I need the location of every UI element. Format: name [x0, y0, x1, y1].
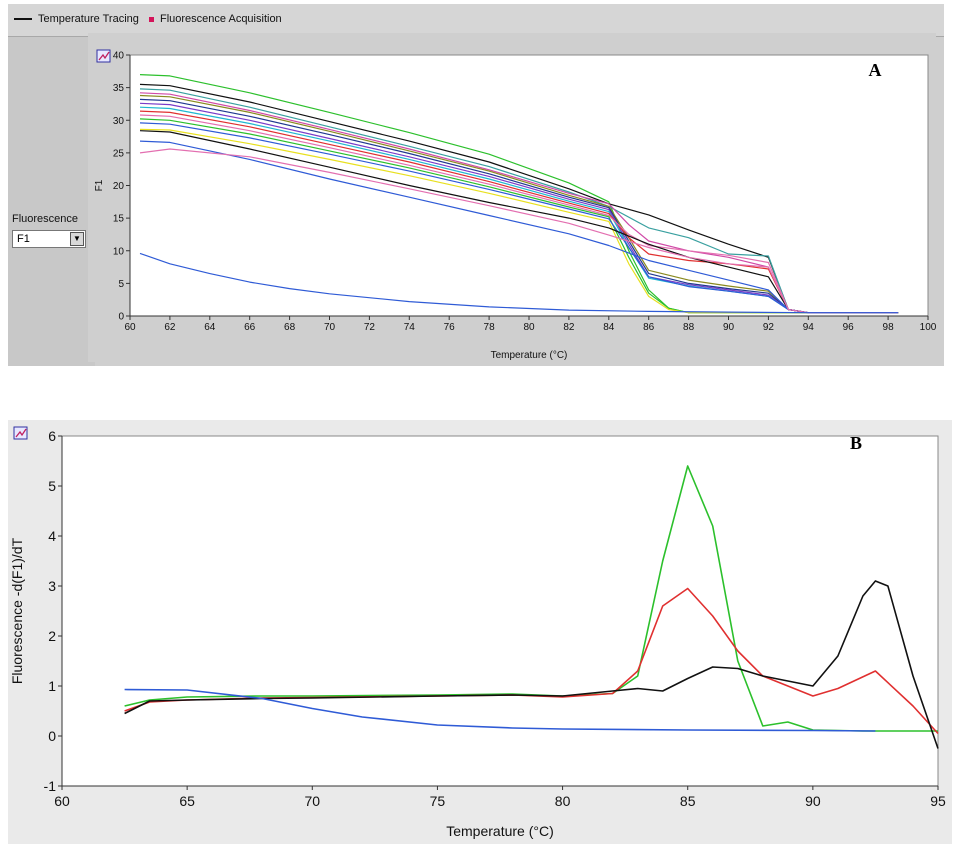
series-line-blue-2 — [139, 140, 899, 314]
dot-swatch-icon — [149, 16, 154, 22]
x-tick-label: 78 — [484, 322, 496, 333]
x-axis-label: Temperature (°C) — [446, 823, 554, 839]
plot-label: A — [869, 60, 882, 80]
legend-item-fluorescence-acquisition[interactable]: Fluorescence Acquisition — [149, 13, 282, 25]
x-tick-label: 82 — [563, 322, 575, 333]
series-line-black — [124, 580, 939, 749]
series-line-blue-baseline — [139, 252, 899, 314]
x-tick-label: 60 — [54, 793, 70, 809]
x-tick-label: 80 — [555, 793, 571, 809]
y-tick-label: 1 — [48, 678, 56, 694]
fluorescence-select-value: F1 — [17, 233, 30, 245]
fluorescence-select[interactable]: F1 ▼ — [12, 230, 86, 248]
x-tick-label: 90 — [723, 322, 735, 333]
x-tick-label: 74 — [404, 322, 416, 333]
legend-label-fluorescence-acquisition: Fluorescence Acquisition — [160, 13, 282, 25]
y-tick-label: -1 — [44, 778, 57, 794]
zoom-icon-graph — [15, 428, 27, 438]
x-tick-label: 90 — [805, 793, 821, 809]
legend-item-temperature-tracing[interactable]: Temperature Tracing — [14, 13, 139, 25]
x-tick-label: 64 — [204, 322, 216, 333]
y-tick-label: 15 — [113, 214, 125, 225]
x-tick-label: 98 — [883, 322, 895, 333]
x-tick-label: 72 — [364, 322, 376, 333]
series-line-black-2 — [139, 130, 899, 314]
y-tick-label: 5 — [48, 478, 56, 494]
x-tick-label: 88 — [683, 322, 695, 333]
x-axis-label: Temperature (°C) — [491, 350, 568, 361]
x-tick-label: 65 — [179, 793, 195, 809]
x-tick-label: 100 — [920, 322, 936, 333]
y-axis-label: F1 — [94, 179, 105, 191]
y-tick-label: 0 — [48, 728, 56, 744]
x-tick-label: 80 — [523, 322, 535, 333]
y-tick-label: 10 — [113, 246, 125, 257]
x-tick-label: 95 — [930, 793, 946, 809]
line-swatch-icon — [14, 18, 32, 21]
fluorescence-label: Fluorescence — [12, 213, 79, 225]
series-line-blue-1 — [139, 122, 899, 314]
x-tick-label: 84 — [603, 322, 615, 333]
plot-area — [61, 435, 939, 787]
chart-b: 60 65 70 75 80 85 90 95 -1 0 1 2 3 4 5 6 Temperature (°C… — [8, 420, 952, 844]
y-tick-label: 25 — [113, 148, 125, 159]
x-tick-label: 70 — [304, 793, 320, 809]
x-tick-label: 62 — [164, 322, 176, 333]
y-tick-label: 40 — [113, 51, 125, 62]
legend-label-temperature-tracing: Temperature Tracing — [38, 13, 139, 25]
series-line-green — [124, 465, 938, 732]
y-tick-label: 3 — [48, 578, 56, 594]
y-tick-label: 6 — [48, 428, 56, 444]
y-axis-label: Fluorescence -d(F1)/dT — [9, 537, 25, 684]
x-tick-label: 76 — [444, 322, 456, 333]
x-tick-label: 85 — [680, 793, 696, 809]
plot-label: B — [850, 433, 862, 453]
left-side-panel: Fluorescence F1 ▼ — [8, 37, 95, 366]
x-tick-label: 60 — [124, 322, 136, 333]
zoom-icon-graph — [98, 51, 110, 61]
x-tick-label: 68 — [284, 322, 296, 333]
y-tick-label: 0 — [118, 312, 124, 323]
series-line-blue — [124, 688, 876, 732]
series-line-pink-2 — [139, 148, 899, 314]
chart-a: 60 62 64 66 68 70 72 74 76 78 80 82 84 86 88 90 92 94 96 98… — [88, 33, 936, 362]
x-tick-label: 92 — [763, 322, 775, 333]
zoom-icon[interactable] — [13, 426, 28, 440]
y-tick-label: 20 — [113, 181, 125, 192]
y-tick-label: 2 — [48, 628, 56, 644]
x-tick-label: 86 — [643, 322, 655, 333]
y-tick-label: 35 — [113, 83, 125, 94]
y-tick-label: 4 — [48, 528, 56, 544]
series-line-pink-1 — [139, 114, 899, 314]
dropdown-arrow-icon[interactable]: ▼ — [70, 232, 84, 246]
zoom-icon[interactable] — [96, 49, 111, 63]
x-tick-label: 75 — [430, 793, 446, 809]
x-tick-label: 94 — [803, 322, 815, 333]
x-tick-label: 96 — [843, 322, 855, 333]
x-tick-label: 66 — [244, 322, 256, 333]
x-tick-label: 70 — [324, 322, 336, 333]
y-tick-label: 5 — [118, 279, 124, 290]
legend-bar: Temperature Tracing Fluorescence Acquisi… — [8, 4, 944, 37]
y-tick-label: 30 — [113, 116, 125, 127]
